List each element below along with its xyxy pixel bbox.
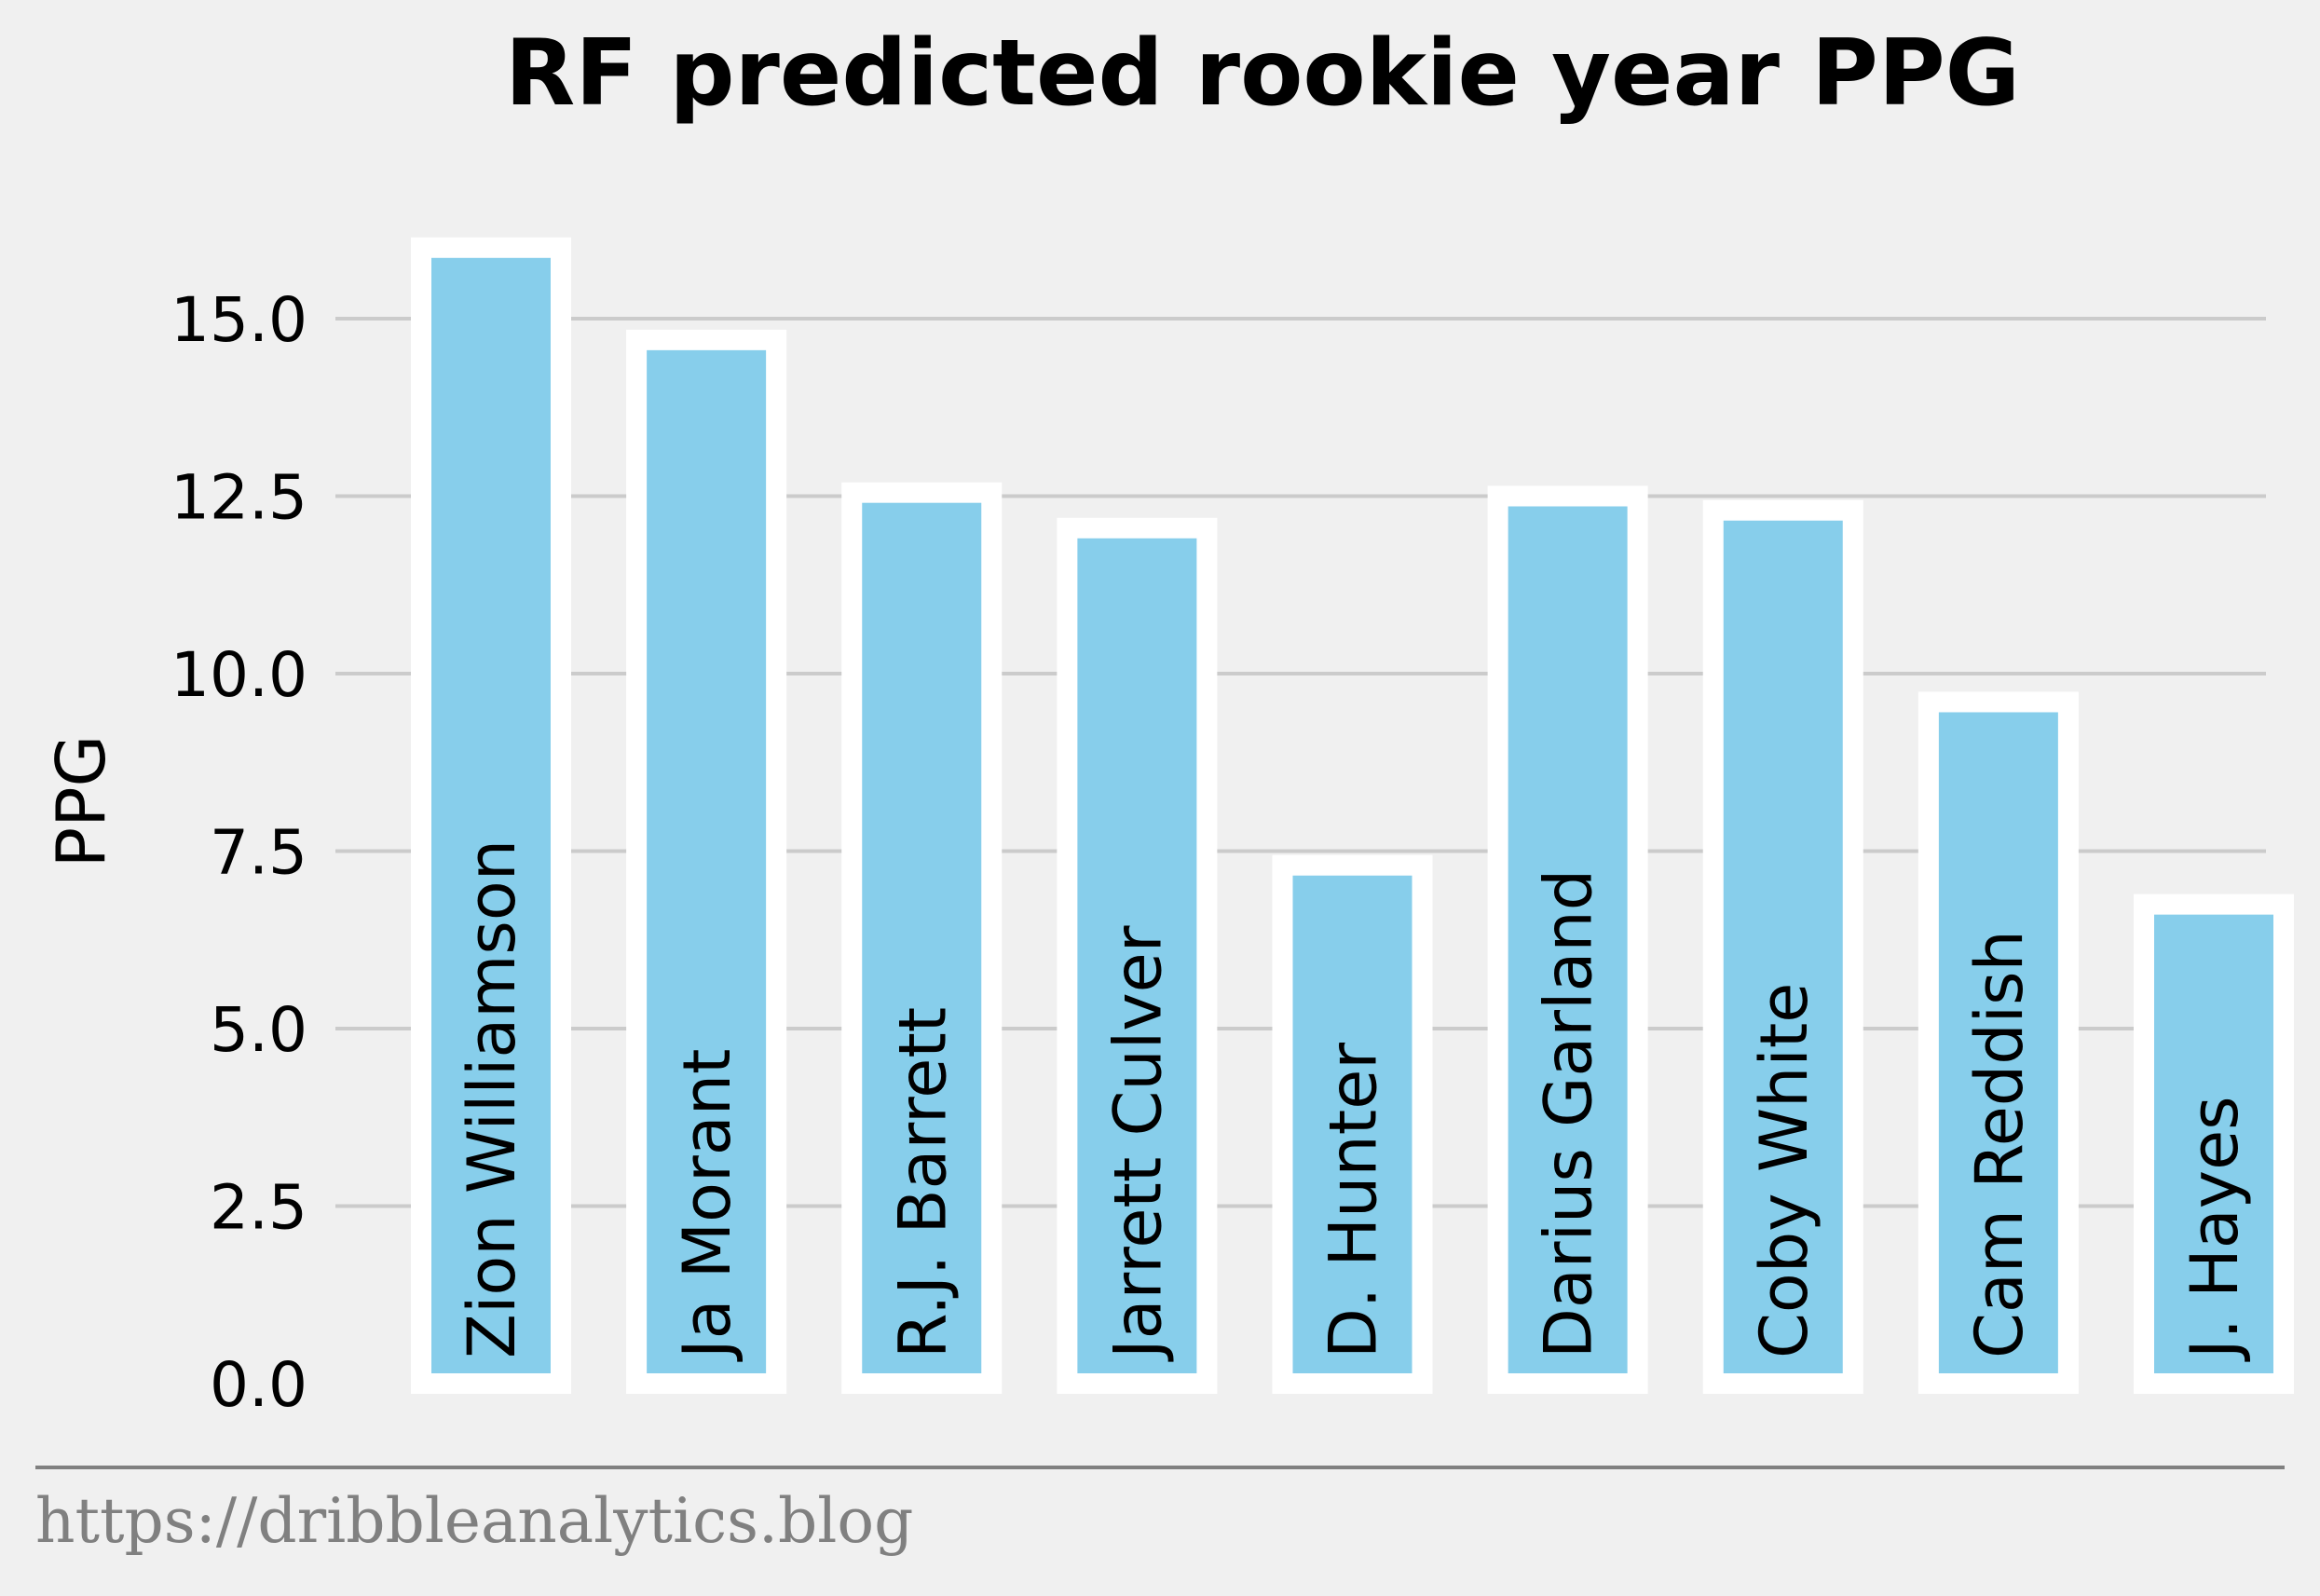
bar xyxy=(626,329,787,1394)
y-tick-labels: 0.0 2.5 5.0 7.5 10.0 12.5 15.0 xyxy=(171,284,307,1421)
bars xyxy=(411,237,2294,1394)
chart-title: RF predicted rookie year PPG xyxy=(505,20,2020,127)
bar-label: R.J. Barrett xyxy=(884,1007,961,1358)
y-tick-label: 2.5 xyxy=(210,1172,307,1244)
bar-label: Coby White xyxy=(1746,983,1822,1358)
bar-labels: Zion Williamson Ja Morant R.J. Barrett Jarr… xyxy=(454,839,2253,1362)
bar-label: Cam Reddish xyxy=(1961,930,2038,1358)
y-axis-label: PPG xyxy=(42,735,120,868)
bar-label: Jarrett Culver xyxy=(1099,925,1176,1362)
bar xyxy=(2134,893,2294,1394)
bar-label: J. Hayes xyxy=(2177,1096,2253,1362)
y-tick-label: 7.5 xyxy=(210,817,307,889)
y-tick-label: 5.0 xyxy=(210,994,307,1066)
bar xyxy=(1057,517,1218,1394)
y-tick-label: 10.0 xyxy=(171,639,307,711)
bar-label: Ja Morant xyxy=(669,1049,745,1363)
bar-label: D. Hunter xyxy=(1316,1043,1392,1358)
bar xyxy=(1272,854,1433,1394)
footer-source: https://dribbleanalytics.blog xyxy=(35,1485,913,1557)
bar xyxy=(1702,499,1863,1394)
bar-label: Darius Garland xyxy=(1531,869,1607,1358)
y-tick-label: 0.0 xyxy=(210,1349,307,1421)
bar-label: Zion Williamson xyxy=(454,839,530,1358)
y-tick-label: 15.0 xyxy=(171,284,307,356)
bar xyxy=(841,482,1003,1394)
bar xyxy=(411,237,571,1394)
bar xyxy=(1917,691,2079,1394)
bar xyxy=(1487,485,1648,1394)
y-tick-label: 12.5 xyxy=(171,462,307,534)
